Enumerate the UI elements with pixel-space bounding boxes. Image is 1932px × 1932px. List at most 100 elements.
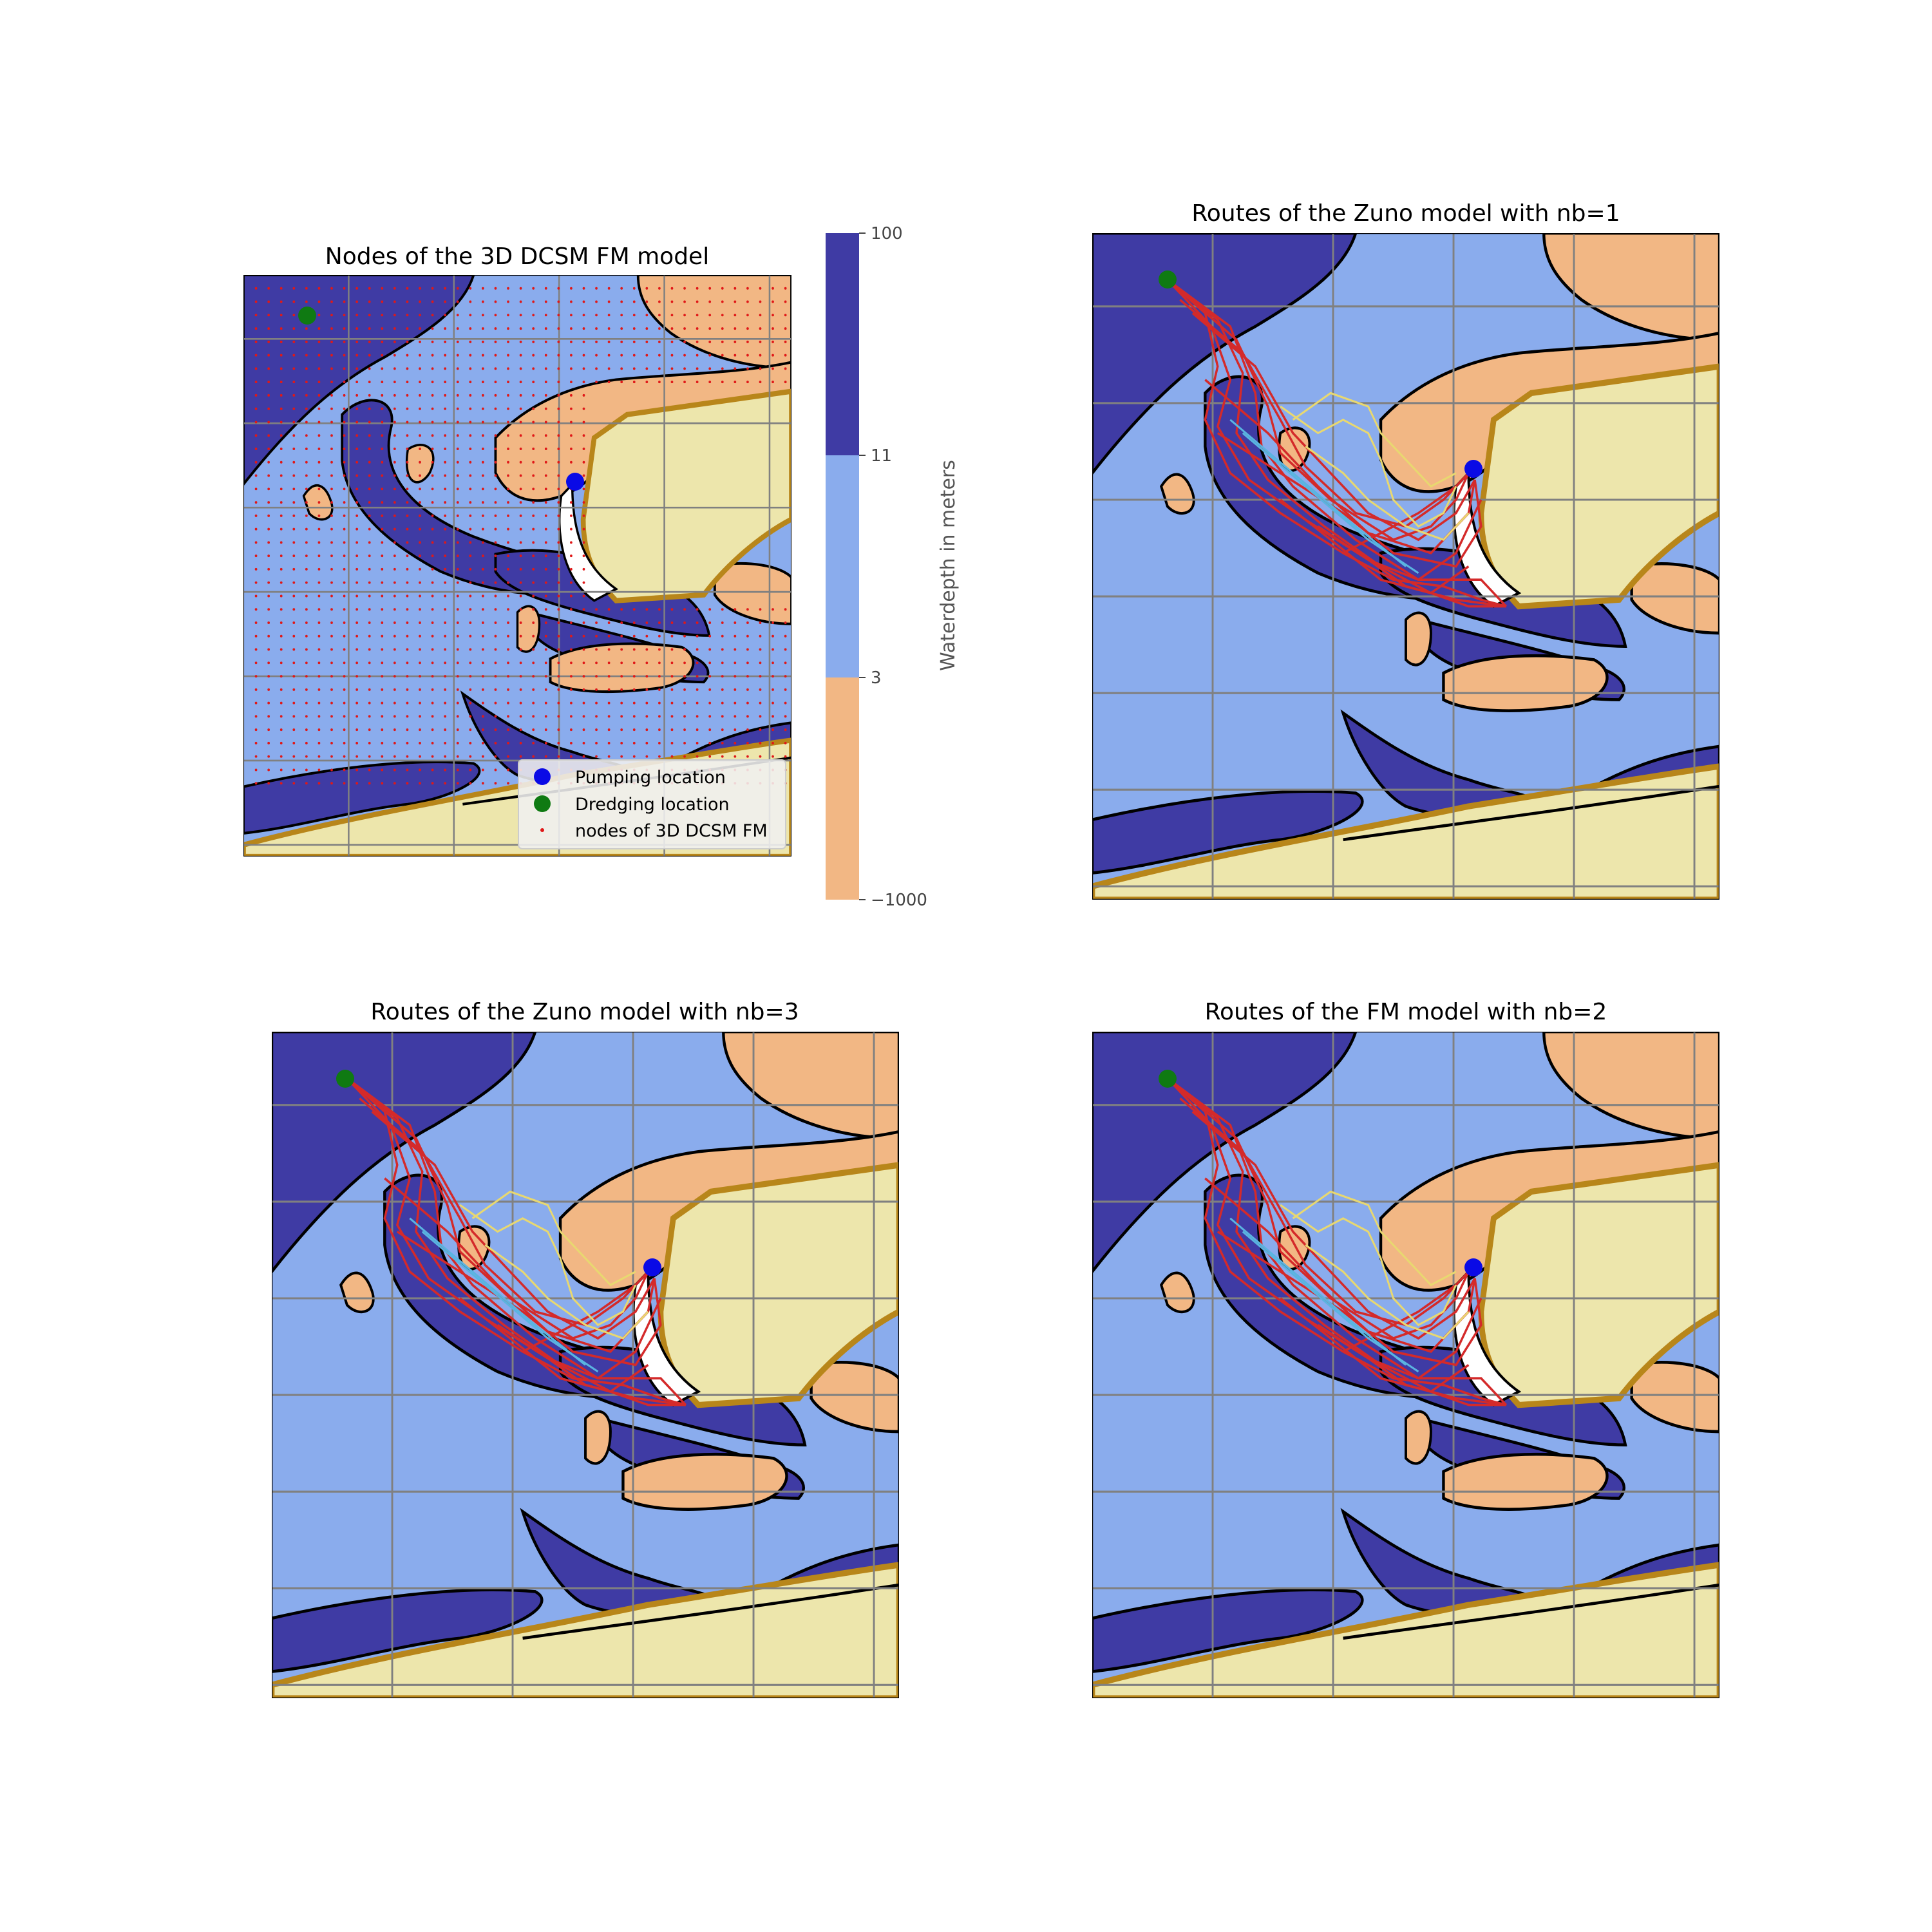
model-node xyxy=(532,367,535,370)
model-node xyxy=(721,340,724,343)
model-node xyxy=(544,448,547,450)
model-node xyxy=(381,715,384,718)
model-node xyxy=(279,634,283,638)
model-node xyxy=(658,675,661,678)
model-node xyxy=(469,314,472,317)
pumping-location-marker xyxy=(566,473,584,491)
model-node xyxy=(746,327,749,330)
model-node xyxy=(254,688,258,691)
model-node xyxy=(406,393,409,397)
model-node xyxy=(784,381,787,384)
model-node xyxy=(343,648,346,651)
model-node xyxy=(772,648,774,651)
model-node xyxy=(469,300,472,303)
model-node xyxy=(317,287,321,290)
model-node xyxy=(267,488,270,491)
model-node xyxy=(734,300,737,303)
model-node xyxy=(368,608,371,611)
model-node xyxy=(734,675,737,678)
model-node xyxy=(444,675,447,678)
model-node xyxy=(582,688,585,691)
model-node xyxy=(431,421,434,424)
model-node xyxy=(469,514,472,517)
model-node xyxy=(607,634,611,638)
model-node xyxy=(645,314,649,317)
model-node xyxy=(267,701,270,705)
model-node xyxy=(570,421,573,424)
model-node xyxy=(494,581,497,584)
model-node xyxy=(419,421,421,424)
model-node xyxy=(696,701,699,705)
model-node xyxy=(393,782,396,785)
model-node xyxy=(570,527,573,531)
model-node xyxy=(330,541,333,544)
model-node xyxy=(330,354,333,357)
model-node xyxy=(343,327,346,330)
model-node xyxy=(494,407,497,410)
model-node xyxy=(393,434,396,437)
model-node xyxy=(544,741,547,744)
model-node xyxy=(670,741,674,744)
model-node xyxy=(330,460,333,464)
model-node xyxy=(406,488,409,491)
model-node xyxy=(734,381,737,384)
model-node xyxy=(292,340,296,343)
model-node xyxy=(305,460,308,464)
model-node xyxy=(784,648,787,651)
model-node xyxy=(658,608,661,611)
model-node xyxy=(734,621,737,624)
model-node xyxy=(406,581,409,584)
model-node xyxy=(393,327,396,330)
model-node xyxy=(419,407,421,410)
model-node xyxy=(557,460,560,464)
model-node xyxy=(343,581,346,584)
model-node xyxy=(519,581,522,584)
model-node xyxy=(658,715,661,718)
model-node xyxy=(406,314,409,317)
model-node xyxy=(759,675,762,678)
model-node xyxy=(456,621,459,624)
model-node xyxy=(381,421,384,424)
model-node xyxy=(419,448,421,450)
colorbar-label: Waterdepth in meters xyxy=(937,460,960,671)
model-node xyxy=(645,675,649,678)
model-node xyxy=(419,514,421,517)
model-node xyxy=(620,287,623,290)
model-node xyxy=(670,688,674,691)
model-node xyxy=(469,608,472,611)
model-node xyxy=(746,728,749,732)
model-node xyxy=(355,434,359,437)
model-node xyxy=(456,715,459,718)
model-node xyxy=(305,755,308,758)
model-node xyxy=(393,594,396,598)
model-node xyxy=(343,474,346,477)
model-node xyxy=(772,728,774,732)
model-node xyxy=(381,527,384,531)
model-node xyxy=(456,300,459,303)
model-node xyxy=(620,715,623,718)
model-node xyxy=(393,715,396,718)
model-node xyxy=(557,287,560,290)
model-node xyxy=(519,300,522,303)
model-node xyxy=(696,381,699,384)
model-node xyxy=(330,527,333,531)
model-node xyxy=(419,488,421,491)
model-node xyxy=(570,688,573,691)
model-node xyxy=(292,287,296,290)
model-node xyxy=(595,300,598,303)
colorbar-tick-3: 3 xyxy=(871,668,882,688)
model-node xyxy=(406,621,409,624)
model-node xyxy=(620,354,623,357)
model-node xyxy=(645,634,649,638)
model-node xyxy=(355,314,359,317)
map-fm2 xyxy=(1092,1032,1719,1698)
model-node xyxy=(456,554,459,558)
model-node xyxy=(444,327,447,330)
model-node xyxy=(419,782,421,785)
model-node xyxy=(658,688,661,691)
model-node xyxy=(305,715,308,718)
model-node xyxy=(482,782,484,785)
model-node xyxy=(645,354,649,357)
model-node xyxy=(393,287,396,290)
model-node xyxy=(355,381,359,384)
